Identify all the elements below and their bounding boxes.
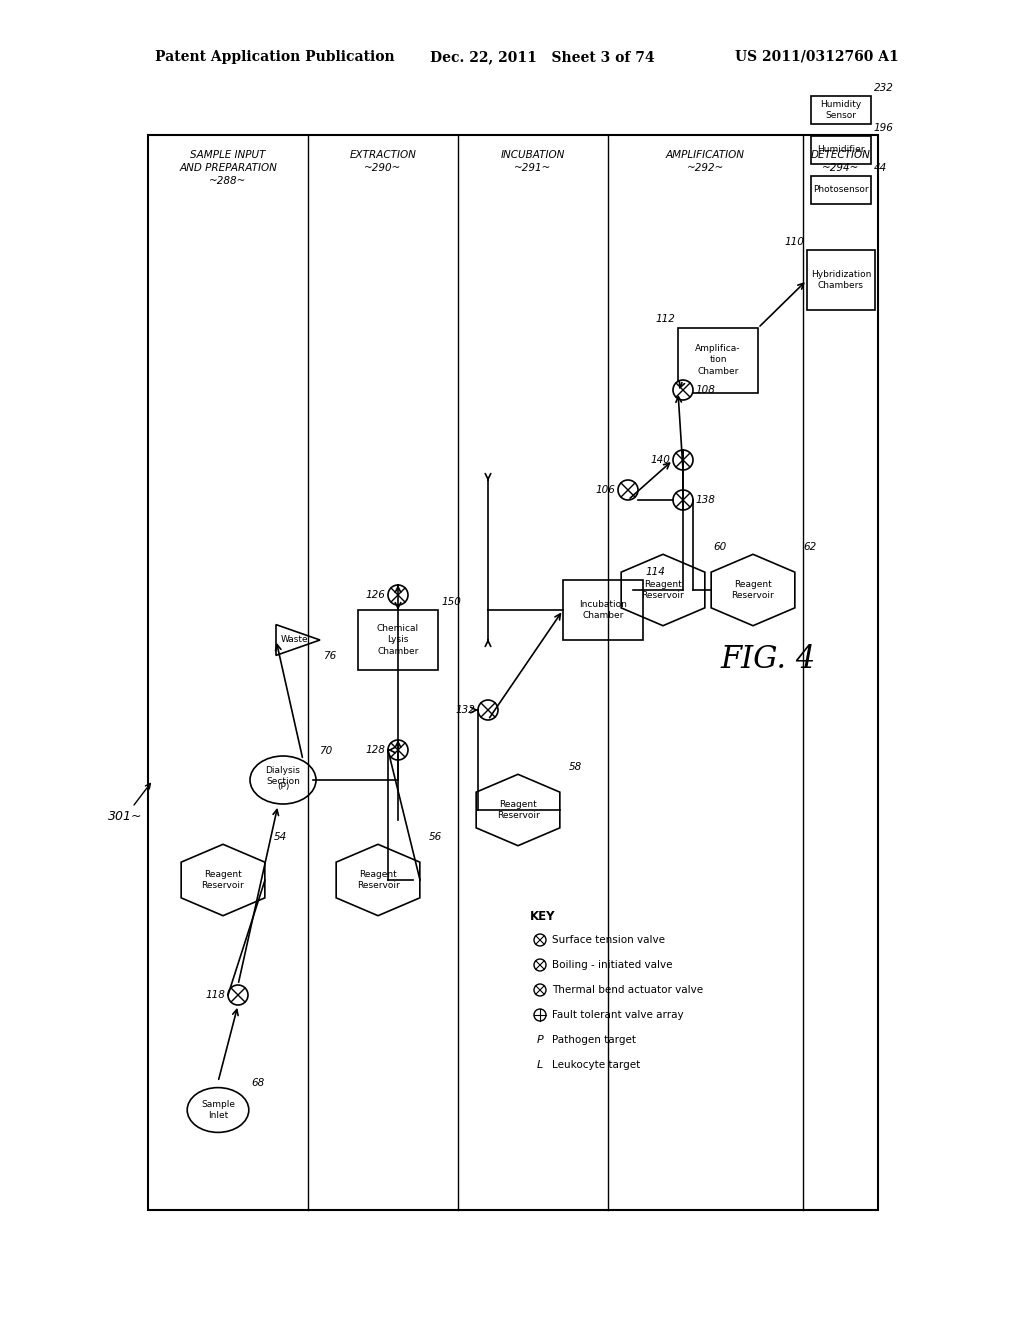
Circle shape: [534, 1008, 546, 1020]
Text: 108: 108: [696, 385, 716, 395]
Circle shape: [534, 935, 546, 946]
Text: Thermal bend actuator valve: Thermal bend actuator valve: [552, 985, 703, 995]
Text: 140: 140: [650, 455, 670, 465]
Text: P: P: [537, 1035, 544, 1045]
Bar: [678, 327, 758, 392]
Text: EXTRACTION
~290~: EXTRACTION ~290~: [349, 150, 417, 173]
Text: 60: 60: [714, 543, 727, 552]
Text: Dialysis
Section: Dialysis Section: [265, 767, 300, 785]
Text: Fault tolerant valve array: Fault tolerant valve array: [552, 1010, 684, 1020]
Text: (P): (P): [276, 781, 289, 791]
Text: 196: 196: [874, 123, 894, 133]
Text: FIG. 4: FIG. 4: [720, 644, 815, 676]
Circle shape: [228, 985, 248, 1005]
Text: 232: 232: [874, 83, 894, 92]
Text: Sample
Inlet: Sample Inlet: [201, 1101, 234, 1119]
Text: Amplifica-
tion
Chamber: Amplifica- tion Chamber: [695, 345, 740, 376]
Text: 106: 106: [595, 484, 615, 495]
Text: AMPLIFICATION
~292~: AMPLIFICATION ~292~: [666, 150, 745, 173]
Text: US 2011/0312760 A1: US 2011/0312760 A1: [735, 50, 899, 63]
Bar: [563, 579, 643, 640]
Text: Pathogen target: Pathogen target: [552, 1035, 636, 1045]
Text: 70: 70: [319, 746, 332, 756]
Text: Reagent
Reservoir: Reagent Reservoir: [202, 870, 245, 890]
Text: 76: 76: [323, 651, 336, 661]
Text: L: L: [537, 1060, 543, 1071]
Bar: [148, 135, 878, 1210]
Text: Patent Application Publication: Patent Application Publication: [155, 50, 394, 63]
Text: Humidity
Sensor: Humidity Sensor: [820, 100, 861, 120]
Text: 128: 128: [366, 744, 385, 755]
Text: KEY: KEY: [530, 909, 555, 923]
Ellipse shape: [250, 756, 316, 804]
Text: Waste: Waste: [282, 635, 309, 644]
Text: 118: 118: [205, 990, 225, 1001]
Circle shape: [388, 741, 408, 760]
Text: 68: 68: [252, 1077, 265, 1088]
Text: SAMPLE INPUT
AND PREPARATION
~288~: SAMPLE INPUT AND PREPARATION ~288~: [179, 150, 276, 186]
Bar: [811, 136, 871, 164]
Text: Leukocyte target: Leukocyte target: [552, 1060, 640, 1071]
Text: 44: 44: [874, 162, 887, 173]
Text: Incubation
Chamber: Incubation Chamber: [579, 601, 627, 620]
Text: 114: 114: [646, 568, 666, 577]
Circle shape: [534, 960, 546, 972]
Circle shape: [673, 490, 693, 510]
Text: 112: 112: [655, 314, 675, 325]
Circle shape: [388, 585, 408, 605]
Bar: [358, 610, 438, 671]
Text: Dec. 22, 2011   Sheet 3 of 74: Dec. 22, 2011 Sheet 3 of 74: [430, 50, 654, 63]
Text: 110: 110: [784, 238, 804, 247]
Text: 132: 132: [455, 705, 475, 715]
Bar: [811, 176, 871, 205]
Circle shape: [618, 480, 638, 500]
Text: 56: 56: [428, 832, 441, 842]
Text: Reagent
Reservoir: Reagent Reservoir: [731, 579, 774, 601]
Circle shape: [673, 450, 693, 470]
Text: Reagent
Reservoir: Reagent Reservoir: [642, 579, 684, 601]
Text: Reagent
Reservoir: Reagent Reservoir: [497, 800, 540, 820]
Text: INCUBATION
~291~: INCUBATION ~291~: [501, 150, 565, 173]
Text: Hybridization
Chambers: Hybridization Chambers: [811, 271, 871, 290]
Text: 54: 54: [273, 832, 287, 842]
Text: DETECTION
~294~: DETECTION ~294~: [811, 150, 870, 173]
Text: 138: 138: [696, 495, 716, 506]
Text: Chemical
Lysis
Chamber: Chemical Lysis Chamber: [377, 624, 419, 656]
Text: 126: 126: [366, 590, 385, 601]
Text: Surface tension valve: Surface tension valve: [552, 935, 665, 945]
Text: Boiling - initiated valve: Boiling - initiated valve: [552, 960, 673, 970]
Circle shape: [478, 700, 498, 719]
Circle shape: [673, 380, 693, 400]
Ellipse shape: [187, 1088, 249, 1133]
Text: 58: 58: [568, 762, 582, 772]
Text: Photosensor: Photosensor: [813, 186, 868, 194]
Bar: [807, 249, 874, 310]
Text: Reagent
Reservoir: Reagent Reservoir: [356, 870, 399, 890]
Bar: [811, 96, 871, 124]
Circle shape: [534, 983, 546, 997]
Text: 150: 150: [441, 597, 461, 607]
Polygon shape: [276, 624, 319, 656]
Text: 62: 62: [804, 543, 817, 552]
Text: Humidifier: Humidifier: [817, 145, 864, 154]
Text: 301~: 301~: [108, 784, 151, 822]
